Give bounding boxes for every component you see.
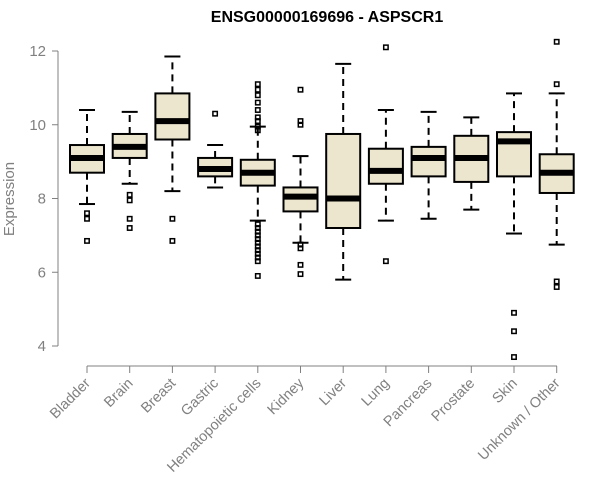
x-tick-label: Skin [490, 376, 521, 407]
box-kidney [282, 86, 319, 278]
outlier-point [297, 261, 304, 268]
chart-title: ENSG00000169696 - ASPSCR1 [211, 9, 444, 26]
box-lung [367, 44, 404, 265]
box-unknown-other [538, 38, 575, 290]
outlier-point [254, 107, 261, 113]
outlier-point [212, 110, 219, 117]
box-brain [111, 110, 148, 231]
box-pancreas [410, 110, 447, 220]
iqr-box [325, 132, 362, 229]
outlier-point [297, 271, 304, 278]
box-prostate [453, 116, 490, 211]
outlier-point [553, 278, 560, 285]
outlier-point [297, 121, 304, 128]
x-tick-label: Bladder [47, 375, 94, 422]
boxes [69, 38, 575, 361]
outlier-point [511, 328, 517, 335]
x-tick-label: Liver [316, 375, 350, 409]
y-axis: 4 6 8 10 12 Expression [1, 43, 59, 355]
outlier-point [84, 210, 90, 217]
outlier-point [126, 191, 133, 198]
outlier-point [169, 237, 176, 244]
outlier-point [254, 86, 261, 93]
box-hematopoietic-cells [239, 81, 276, 279]
outlier-point [126, 225, 133, 231]
box-gastric [197, 110, 234, 189]
y-tick-label: 4 [38, 338, 46, 355]
x-tick-label: Kidney [265, 375, 308, 418]
outlier-point [254, 127, 261, 134]
box-bladder [69, 109, 105, 244]
outlier-point [169, 215, 176, 222]
iqr-box [410, 145, 447, 178]
outlier-point [254, 258, 261, 265]
x-tick-label: Breast [138, 376, 179, 417]
y-tick-label: 10 [29, 117, 46, 134]
outlier-point [84, 237, 90, 244]
y-tick-label: 12 [29, 43, 46, 60]
x-tick-label: Brain [101, 376, 136, 411]
y-ticks: 4 6 8 10 12 [29, 43, 58, 355]
outlier-point [254, 92, 261, 99]
outlier-point [254, 118, 261, 125]
box-breast [154, 55, 191, 244]
outlier-point [254, 81, 261, 88]
outlier-point [511, 309, 517, 316]
x-tick-label: Unknown / Other [475, 375, 563, 463]
x-tick-label: Prostate [429, 376, 478, 425]
outlier-point [126, 215, 133, 222]
outlier-point [254, 99, 261, 106]
outlier-point [553, 284, 560, 290]
box-liver [325, 62, 362, 281]
y-tick-label: 8 [38, 191, 46, 208]
y-tick-label: 6 [38, 264, 46, 281]
outlier-point [382, 44, 389, 51]
outlier-point [382, 258, 389, 265]
outlier-point [553, 81, 560, 88]
outlier-point [297, 86, 304, 93]
iqr-box [154, 92, 191, 141]
outlier-point [553, 38, 560, 45]
outlier-point [297, 245, 304, 252]
iqr-box [367, 147, 404, 185]
outlier-point [84, 215, 90, 222]
outlier-point [126, 197, 133, 204]
y-axis-label: Expression [1, 162, 18, 236]
box-skin [496, 92, 532, 361]
outlier-point [254, 272, 261, 279]
x-tick-label: Lung [359, 376, 393, 410]
outlier-point [511, 354, 517, 361]
